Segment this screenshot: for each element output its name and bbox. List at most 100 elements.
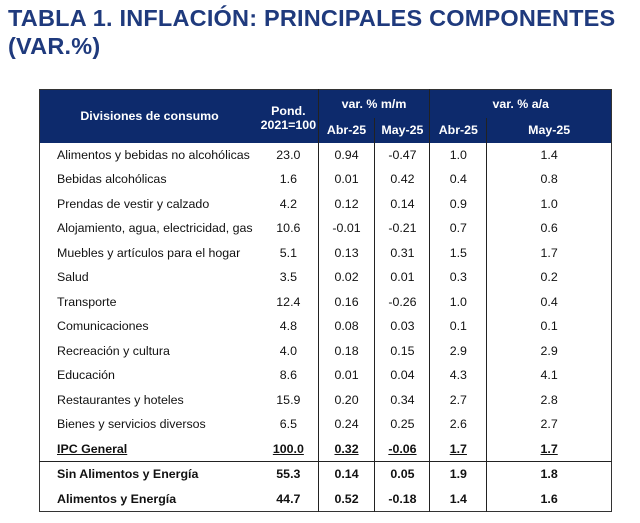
header-period: Abr-25: [317, 117, 375, 143]
row-label: Transporte: [57, 294, 117, 309]
row-value: 1.7: [486, 240, 612, 265]
row-value: 1.0: [429, 142, 487, 167]
header-mm: var. % m/m: [317, 89, 430, 118]
row-value: 0.31: [374, 240, 430, 265]
row-value: 0.9: [429, 191, 487, 216]
table-row: Alojamiento, agua, electricidad, gas 10.6…: [40, 216, 612, 241]
row-value: 1.4: [429, 486, 487, 512]
row-value: 15.9: [276, 392, 301, 407]
table-row: Transporte 12.4 0.16 -0.26 1.0 0.4: [40, 289, 612, 314]
row-value: 4.3: [429, 363, 487, 388]
row-value: 4.2: [279, 196, 297, 211]
row-value: 4.0: [279, 343, 297, 358]
table-row: Alimentos y bebidas no alcohólicas 23.0 0.…: [40, 142, 612, 167]
row-value: 1.8: [486, 461, 612, 487]
row-value: 0.52: [317, 486, 375, 512]
row-value: 2.9: [486, 338, 612, 363]
inflation-table: Divisiones de consumo Pond. var. % m/m v…: [39, 89, 612, 512]
row-value: 6.5: [279, 417, 297, 432]
row-value: 0.01: [317, 167, 375, 192]
row-value: 1.4: [486, 142, 612, 167]
table-row: Prendas de vestir y calzado 4.2 0.12 0.14 0.…: [40, 191, 612, 216]
table-row: Sin Alimentos y Energía 55.3 0.14 0.05 1.9 1.…: [39, 461, 612, 487]
header-pond: Pond.: [259, 89, 319, 118]
row-value: -0.18: [374, 486, 430, 512]
header-period: May-25: [486, 117, 612, 143]
header-period: Abr-25: [429, 117, 487, 143]
row-value: 0.4: [429, 167, 487, 192]
row-value: 0.14: [317, 461, 375, 487]
row-value: 0.32: [317, 436, 375, 462]
row-value: 0.14: [374, 191, 430, 216]
row-value: 0.04: [374, 363, 430, 388]
row-value: 10.6: [276, 221, 301, 236]
row-value: 55.3: [259, 461, 319, 487]
row-value: 0.34: [374, 387, 430, 412]
row-value: 44.7: [276, 491, 301, 506]
row-value: 0.01: [374, 265, 430, 290]
row-label: Comunicaciones: [57, 319, 149, 334]
table-row: Muebles y artículos para el hogar 5.1 0.13…: [40, 240, 612, 265]
row-value: 0.2: [486, 265, 612, 290]
row-value: 0.16: [317, 289, 375, 314]
row-value: 1.9: [429, 461, 487, 487]
row-value: 0.8: [486, 167, 612, 192]
row-label: Alimentos y bebidas no alcohólicas: [57, 147, 250, 162]
row-label: Educación: [57, 368, 115, 383]
table-row: Bebidas alcohólicas 1.6 0.01 0.42 0.4 0.8: [40, 167, 612, 192]
row-value: 0.03: [374, 314, 430, 339]
row-value: 5.1: [279, 245, 297, 260]
row-value: 0.3: [429, 265, 487, 290]
row-value: 0.01: [317, 363, 375, 388]
row-label: IPC General: [57, 441, 128, 456]
table-row: IPC General 100.0 0.32 -0.06 1.7 1.7: [40, 436, 612, 462]
row-value: 0.15: [374, 338, 430, 363]
header-period: May-25: [374, 117, 430, 143]
row-value: 0.02: [317, 265, 375, 290]
row-value: 8.6: [279, 368, 297, 383]
table-row: Comunicaciones 4.8 0.08 0.03 0.1 0.1: [40, 314, 612, 339]
header-aa: var. % a/a: [429, 89, 612, 118]
row-label: Recreación y cultura: [57, 343, 170, 358]
row-label: Restaurantes y hoteles: [57, 392, 184, 407]
row-value: 1.6: [486, 486, 612, 512]
row-label: Prendas de vestir y calzado: [57, 196, 210, 211]
row-value: 3.5: [279, 270, 297, 285]
row-value: 0.13: [317, 240, 375, 265]
row-label: Bebidas alcohólicas: [57, 172, 167, 187]
row-value: 100.0: [272, 441, 304, 456]
row-label: Sin Alimentos y Energía: [39, 461, 260, 487]
table-row: Bienes y servicios diversos 6.5 0.24 0.25 2.…: [40, 412, 612, 437]
row-label: Alojamiento, agua, electricidad, gas: [57, 221, 253, 236]
row-value: 1.7: [486, 436, 612, 462]
row-value: 23.0: [276, 147, 301, 162]
row-value: 0.4: [486, 289, 612, 314]
row-value: -0.01: [317, 216, 375, 241]
row-value: 0.25: [374, 412, 430, 437]
row-value: 2.6: [429, 412, 487, 437]
row-label: Alimentos y Energía: [57, 491, 177, 506]
row-value: 1.0: [429, 289, 487, 314]
header-division: Divisiones de consumo: [39, 89, 260, 143]
row-value: 0.12: [317, 191, 375, 216]
row-value: 0.08: [317, 314, 375, 339]
row-value: 4.1: [486, 363, 612, 388]
row-value: -0.06: [374, 436, 430, 462]
table-row: Alimentos y Energía 44.7 0.52 -0.18 1.4 1.6: [40, 486, 612, 512]
row-value: 1.0: [486, 191, 612, 216]
table-row: Salud 3.5 0.02 0.01 0.3 0.2: [40, 265, 612, 290]
table-title: TABLA 1. INFLACIÓN: PRINCIPALES COMPONEN…: [8, 5, 616, 59]
row-value: 1.5: [429, 240, 487, 265]
table-row: Restaurantes y hoteles 15.9 0.20 0.34 2.7 2.8: [40, 387, 612, 412]
row-value: -0.47: [374, 142, 430, 167]
row-value: 0.18: [317, 338, 375, 363]
row-value: 0.6: [486, 216, 612, 241]
row-value: 0.42: [374, 167, 430, 192]
row-value: 2.9: [429, 338, 487, 363]
row-value: 0.7: [429, 216, 487, 241]
row-value: 2.8: [486, 387, 612, 412]
row-value: 2.7: [429, 387, 487, 412]
row-value: 0.94: [317, 142, 375, 167]
row-value: 4.8: [279, 319, 297, 334]
row-value: 0.1: [429, 314, 487, 339]
